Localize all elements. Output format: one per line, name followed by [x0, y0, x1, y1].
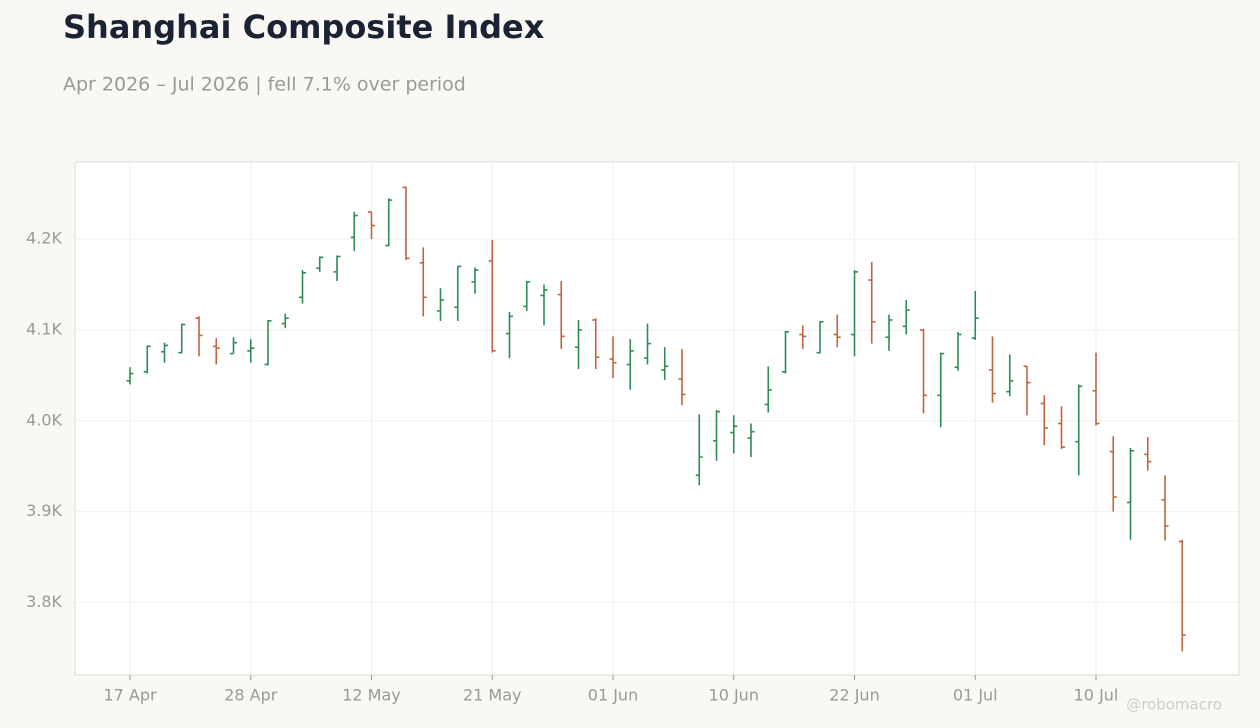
y-tick-label: 3.8K	[26, 592, 62, 611]
chart-subtitle: Apr 2026 – Jul 2026 | fell 7.1% over per…	[63, 74, 466, 96]
x-tick-label: 10 Jul	[1074, 686, 1119, 705]
x-tick-label: 10 Jun	[709, 686, 759, 705]
chart-title: Shanghai Composite Index	[63, 8, 545, 46]
x-tick-label: 21 May	[463, 686, 522, 705]
y-tick-label: 4.0K	[26, 410, 62, 429]
y-tick-label: 4.2K	[26, 229, 62, 248]
x-tick-label: 22 Jun	[829, 686, 879, 705]
x-tick-label: 01 Jul	[953, 686, 998, 705]
x-tick-label: 12 May	[342, 686, 401, 705]
y-tick-label: 3.9K	[26, 501, 62, 520]
x-tick-label: 28 Apr	[224, 686, 278, 705]
watermark: @robomacro	[1126, 696, 1222, 714]
x-tick-label: 17 Apr	[103, 686, 157, 705]
x-tick-label: 01 Jun	[588, 686, 638, 705]
y-tick-label: 4.1K	[26, 319, 62, 338]
